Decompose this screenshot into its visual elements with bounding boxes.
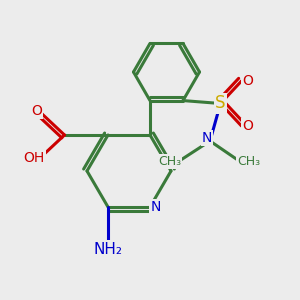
Text: OH: OH (23, 151, 44, 164)
Text: CH₃: CH₃ (158, 155, 181, 169)
Text: S: S (215, 94, 226, 112)
Text: NH₂: NH₂ (94, 242, 122, 256)
Text: CH₃: CH₃ (237, 155, 261, 169)
Text: N: N (150, 200, 161, 214)
Text: O: O (32, 104, 42, 118)
Text: O: O (242, 119, 253, 133)
Text: N: N (202, 131, 212, 145)
Text: O: O (242, 74, 253, 88)
